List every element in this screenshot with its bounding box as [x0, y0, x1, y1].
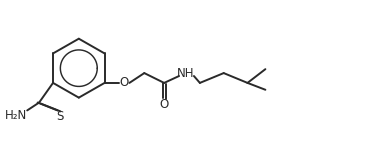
Text: NH: NH: [177, 67, 195, 80]
Text: H₂N: H₂N: [5, 109, 28, 122]
Text: O: O: [120, 76, 129, 89]
Text: O: O: [160, 98, 169, 111]
Text: S: S: [56, 110, 64, 123]
